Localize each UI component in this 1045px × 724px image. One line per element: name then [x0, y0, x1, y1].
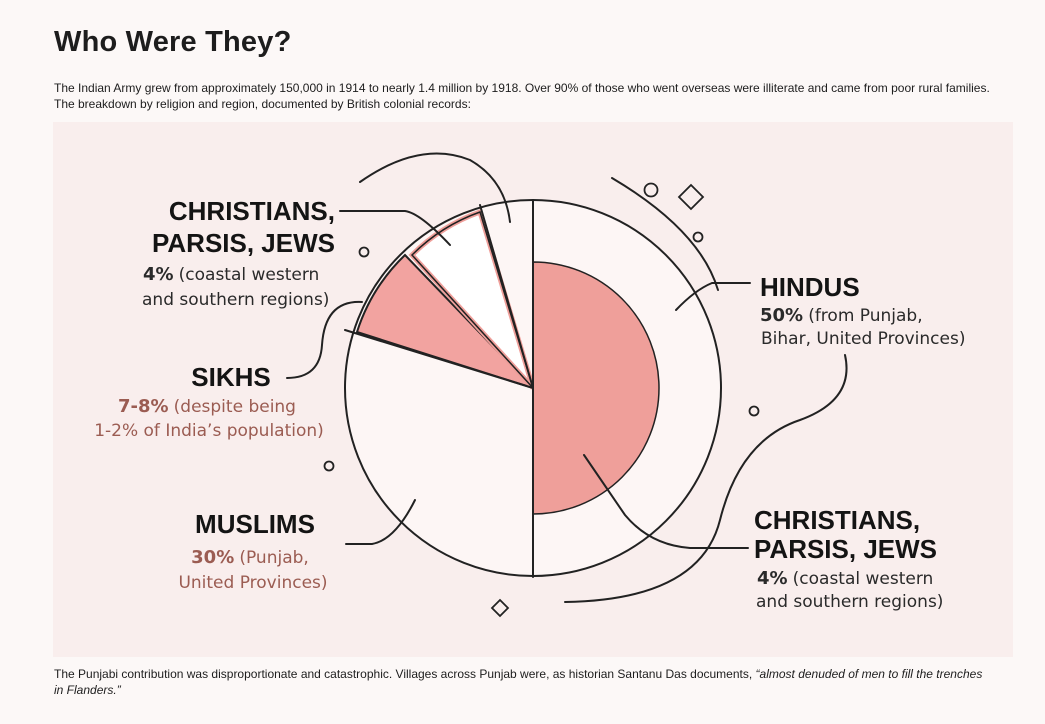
sikh-slice — [355, 253, 534, 389]
connector — [583, 454, 749, 549]
group-detail: 50% (from Punjab, — [760, 305, 923, 326]
group-description: 1-2% of India’s population) — [94, 421, 324, 441]
label-group: HINDUS 50% (from Punjab, Bihar, United P… — [760, 272, 965, 349]
intro: The Indian Army grew from approximately … — [54, 81, 990, 111]
footer: The Punjabi contribution was disproporti… — [54, 666, 994, 698]
group-detail: 4% (coastal western — [143, 264, 319, 285]
group-percent: 50% — [760, 305, 803, 326]
label-group: MUSLIMS 30% (Punjab, United Provinces) — [178, 509, 327, 593]
group-percent: 7-8% — [118, 396, 169, 417]
group-detail: 30% (Punjab, — [191, 547, 309, 568]
group-detail: 4% (coastal western — [757, 568, 933, 589]
group-percent: 4% — [143, 264, 174, 285]
group-description: (coastal western — [793, 569, 934, 589]
connector — [359, 152, 511, 223]
connector — [339, 210, 451, 246]
pie-dividers — [344, 199, 534, 578]
connector — [345, 499, 416, 545]
label-group: CHRISTIANS, PARSIS, JEWS 4% (coastal wes… — [754, 505, 943, 612]
connector — [675, 282, 751, 311]
group-description: and southern regions) — [142, 290, 329, 310]
group-percent: 4% — [757, 568, 788, 589]
connector — [564, 354, 848, 603]
label-group: CHRISTIANS, PARSIS, JEWS 4% (coastal wes… — [142, 196, 335, 310]
group-name: MUSLIMS — [195, 509, 315, 539]
footer-text: The Punjabi contribution was disproporti… — [54, 667, 753, 681]
group-name: PARSIS, JEWS — [152, 228, 335, 258]
group-detail: 7-8% (despite being — [118, 396, 296, 417]
group-description: and southern regions) — [756, 592, 943, 612]
hindu-slice — [532, 261, 660, 515]
group-name: HINDUS — [760, 272, 860, 302]
decorations — [323, 182, 760, 618]
group-name: PARSIS, JEWS — [754, 534, 937, 564]
infographic: CHRISTIANS, PARSIS, JEWS 4% (coastal wes… — [53, 122, 1013, 657]
group-description: (despite being — [174, 397, 296, 417]
footer-quote: “almost denuded of men to fill the trenc… — [54, 667, 983, 697]
group-description: United Provinces) — [178, 573, 327, 593]
pie-illustration: CHRISTIANS, PARSIS, JEWS 4% (coastal wes… — [94, 152, 965, 618]
label-group: SIKHS 7-8% (despite being 1-2% of India’… — [94, 362, 324, 441]
group-name: SIKHS — [191, 362, 270, 392]
minority-slice-outline — [410, 211, 534, 389]
title: Who Were They? — [54, 26, 292, 58]
connector — [611, 177, 719, 291]
group-description: (from Punjab, — [808, 306, 922, 326]
group-name: CHRISTIANS, — [169, 196, 335, 226]
connector — [286, 300, 363, 379]
group-description: Bihar, United Provinces) — [761, 329, 965, 349]
group-percent: 30% — [191, 547, 234, 568]
group-description: (Punjab, — [239, 548, 308, 568]
group-description: (coastal western — [179, 265, 320, 285]
group-name: CHRISTIANS, — [754, 505, 920, 535]
